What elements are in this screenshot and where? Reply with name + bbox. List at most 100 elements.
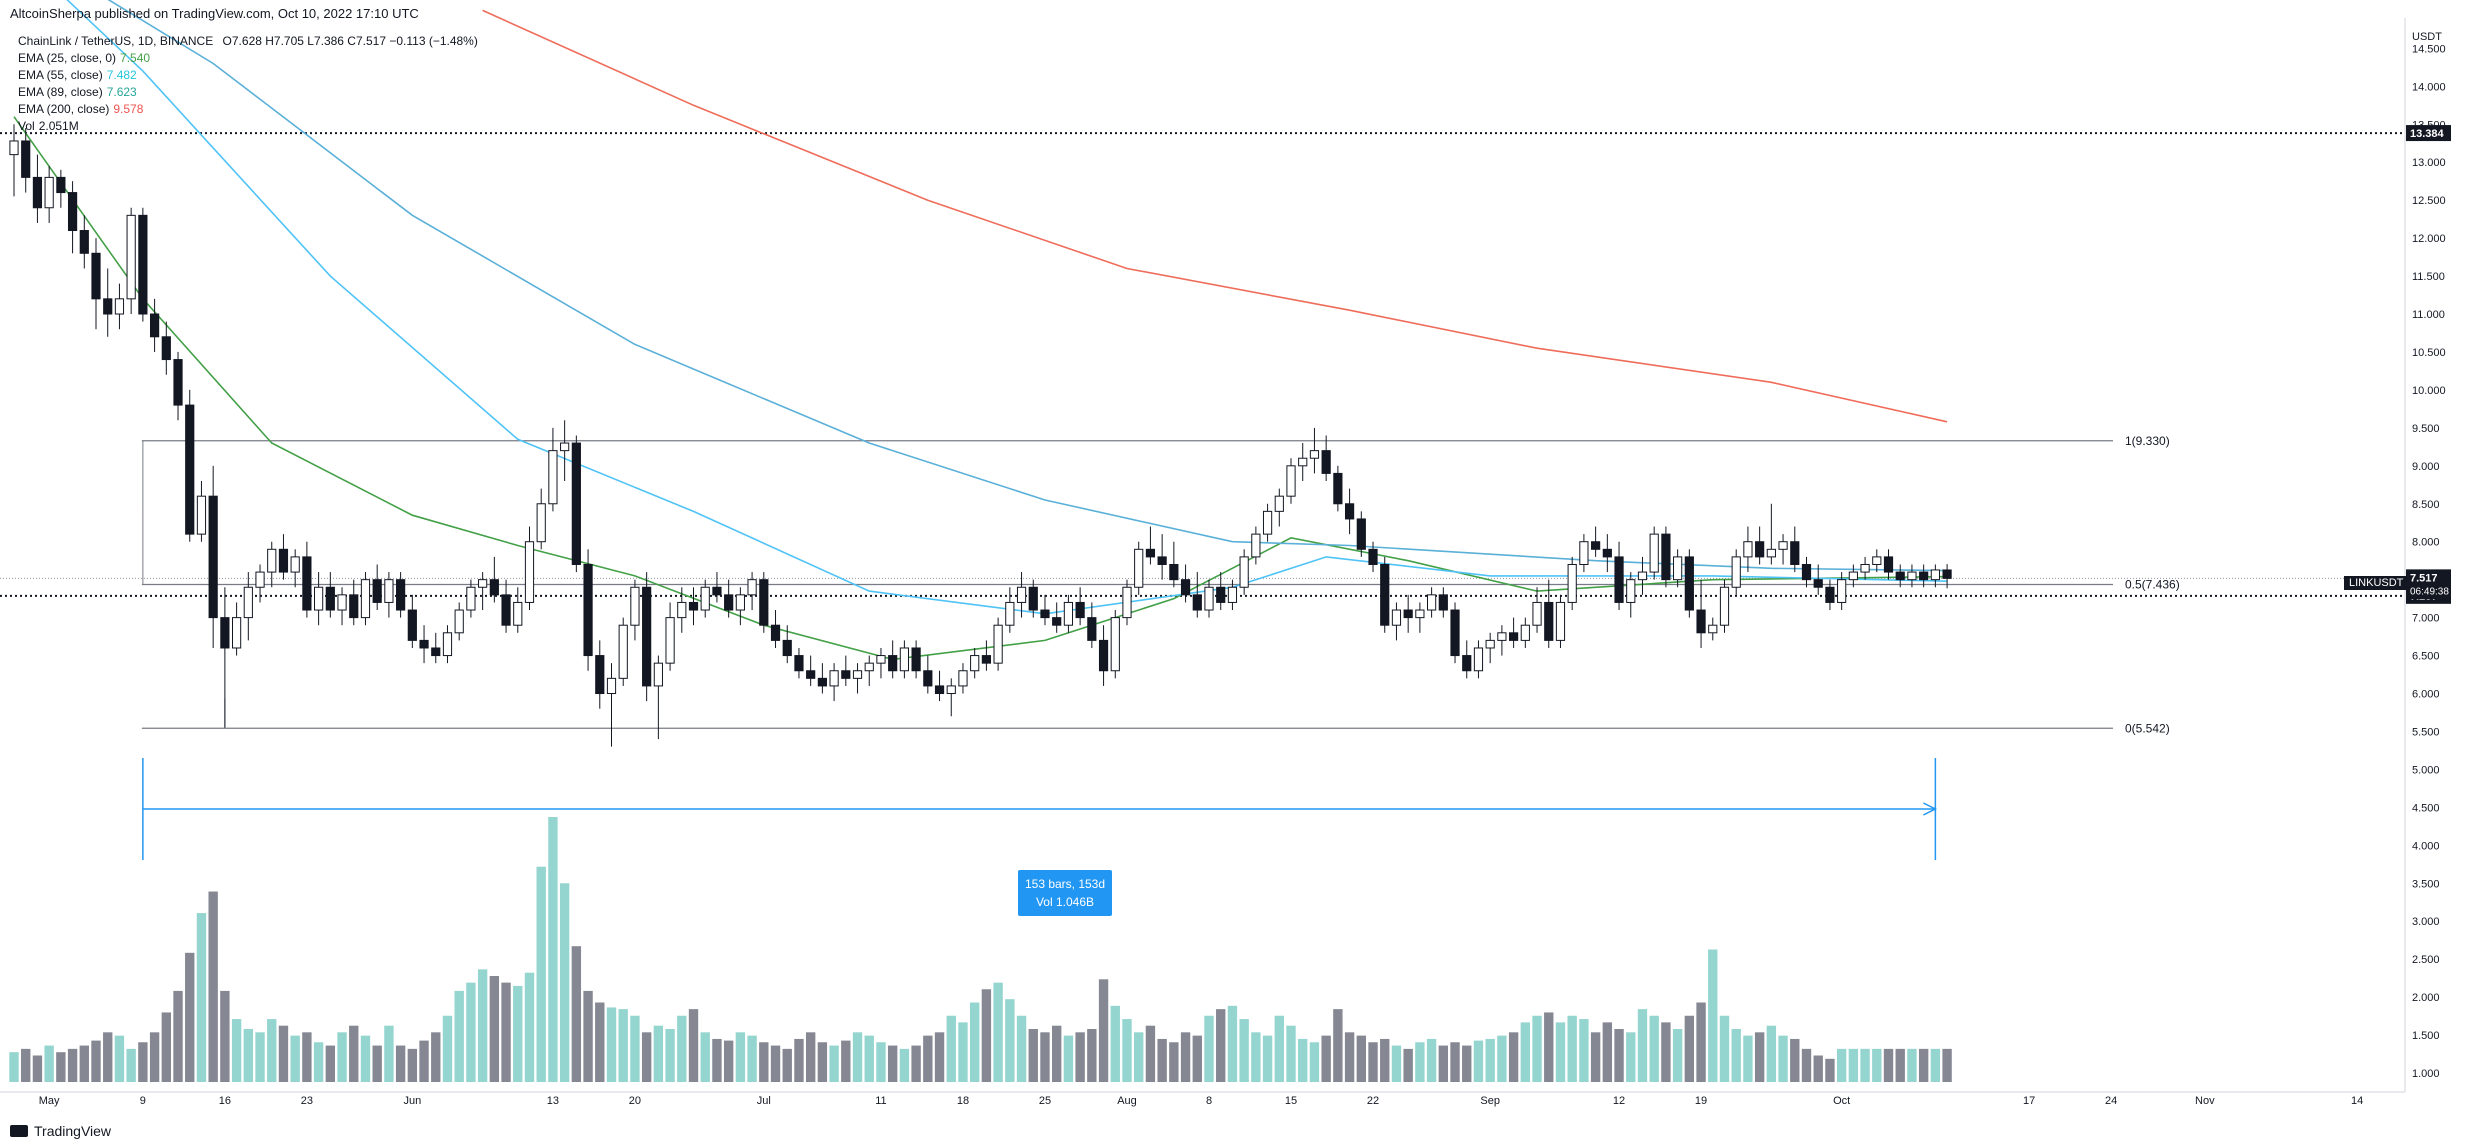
symbol-line: ChainLink / TetherUS, 1D, BINANCE O7.628… xyxy=(18,33,478,50)
candle-body xyxy=(583,563,593,657)
candle-body xyxy=(770,624,781,641)
volume-bar xyxy=(1438,1045,1448,1082)
volume-bar xyxy=(1637,1009,1648,1082)
candle-body xyxy=(1216,586,1226,603)
volume-bar xyxy=(1766,1025,1777,1082)
volume-bar xyxy=(1216,1009,1226,1082)
fib-level-label: 0.5(7.436) xyxy=(2125,578,2180,592)
candle-body xyxy=(1192,594,1202,611)
time-tick-label: 13 xyxy=(547,1095,559,1107)
candle-body xyxy=(1262,510,1273,535)
candle-body xyxy=(665,617,675,664)
volume-bar xyxy=(700,1032,710,1082)
volume-bar xyxy=(79,1045,89,1082)
volume-bar xyxy=(489,976,500,1082)
candle-body xyxy=(290,556,300,573)
candle-body xyxy=(1426,594,1437,611)
price-axis: USDT14.50014.00013.50013.00012.50012.000… xyxy=(2404,18,2451,1092)
candle-body xyxy=(1415,609,1425,619)
candle-body xyxy=(782,639,792,657)
legend-volume[interactable]: Vol 2.051M xyxy=(18,118,478,135)
time-tick-label: 12 xyxy=(1613,1095,1625,1107)
legend-ema25[interactable]: EMA (25, close, 0) 7.540 xyxy=(18,50,478,67)
candle-body xyxy=(1731,556,1741,588)
candle-body xyxy=(1157,556,1167,565)
volume-bar xyxy=(1602,1022,1613,1082)
candle-body xyxy=(1825,586,1835,603)
measure-arrow-head xyxy=(1923,802,1938,816)
candle-body xyxy=(56,176,66,194)
candle-body xyxy=(688,601,699,611)
volume-bar xyxy=(1942,1048,1952,1082)
volume-bar xyxy=(747,1035,757,1082)
legend-ema55[interactable]: EMA (55, close) 7.482 xyxy=(18,67,478,84)
volume-bar xyxy=(583,990,593,1082)
candle-body xyxy=(126,214,136,300)
legend-label: EMA (200, close) xyxy=(18,102,110,116)
volume-bar xyxy=(1696,1002,1706,1082)
volume-bar xyxy=(126,1048,136,1082)
candle-body xyxy=(1438,594,1448,611)
volume-bar xyxy=(630,1015,640,1082)
time-tick-label: May xyxy=(39,1095,60,1107)
candle-body xyxy=(489,579,499,596)
volume-bar xyxy=(21,1048,31,1082)
candle-body xyxy=(442,632,453,657)
legend-ema89[interactable]: EMA (89, close) 7.623 xyxy=(18,84,478,101)
volume-bar xyxy=(559,883,570,1082)
time-tick-label: Nov xyxy=(2195,1095,2215,1107)
candle-body xyxy=(79,230,89,254)
candle-body xyxy=(548,450,558,505)
time-tick-label: Aug xyxy=(1117,1095,1137,1107)
candle-body xyxy=(829,670,839,687)
volume-bar xyxy=(243,1029,253,1082)
volume-bar xyxy=(349,1025,359,1082)
candle-body xyxy=(1930,569,1940,581)
volume-bar xyxy=(911,1045,921,1082)
volume-bar xyxy=(1907,1048,1917,1082)
candle-body xyxy=(1766,548,1776,558)
legend-value: 7.482 xyxy=(106,68,137,82)
legend-ema200[interactable]: EMA (200, close) 9.578 xyxy=(18,101,478,118)
volume-bar xyxy=(1356,1035,1366,1082)
volume-bar xyxy=(1192,1035,1202,1082)
candle-body xyxy=(114,298,125,315)
candle-body xyxy=(852,670,863,679)
volume-bar xyxy=(103,1032,113,1082)
price-tick-label: 7.000 xyxy=(2412,613,2440,625)
volume-bar xyxy=(1497,1035,1507,1082)
volume-bar xyxy=(501,982,511,1082)
candle-body xyxy=(185,404,195,535)
ema-line xyxy=(482,9,1948,423)
volume-bar xyxy=(1555,1022,1566,1082)
candle-body xyxy=(21,140,31,178)
volume-bar xyxy=(841,1040,851,1082)
legend-value: 7.623 xyxy=(106,85,137,99)
candle-body xyxy=(735,594,745,611)
candle-body xyxy=(325,586,335,611)
candle-body xyxy=(149,313,160,338)
candle-body xyxy=(196,495,207,535)
candle-body xyxy=(431,647,441,657)
volume-bar xyxy=(618,1009,628,1082)
volume-bar xyxy=(1567,1015,1577,1082)
legend-value: 9.578 xyxy=(113,102,144,116)
volume-bar xyxy=(1883,1048,1894,1082)
candle-body xyxy=(1614,556,1624,603)
volume-bar xyxy=(1813,1055,1823,1082)
volume-bar xyxy=(1344,1032,1355,1082)
volume-bar xyxy=(161,1012,171,1082)
price-tick-label: 10.000 xyxy=(2412,385,2446,397)
tradingview-footer[interactable]: TradingView xyxy=(10,1123,111,1139)
brand-name: TradingView xyxy=(34,1123,112,1139)
price-tick-label: 14.000 xyxy=(2412,81,2446,93)
candle-body xyxy=(337,594,347,611)
price-tick-label: 8.000 xyxy=(2412,537,2440,549)
candle-body xyxy=(360,579,371,619)
candle-body xyxy=(1520,624,1530,641)
candle-body xyxy=(1708,624,1718,634)
volume-bar xyxy=(1614,1029,1624,1082)
volume-bar xyxy=(9,1052,19,1082)
time-tick-label: Jun xyxy=(403,1095,421,1107)
